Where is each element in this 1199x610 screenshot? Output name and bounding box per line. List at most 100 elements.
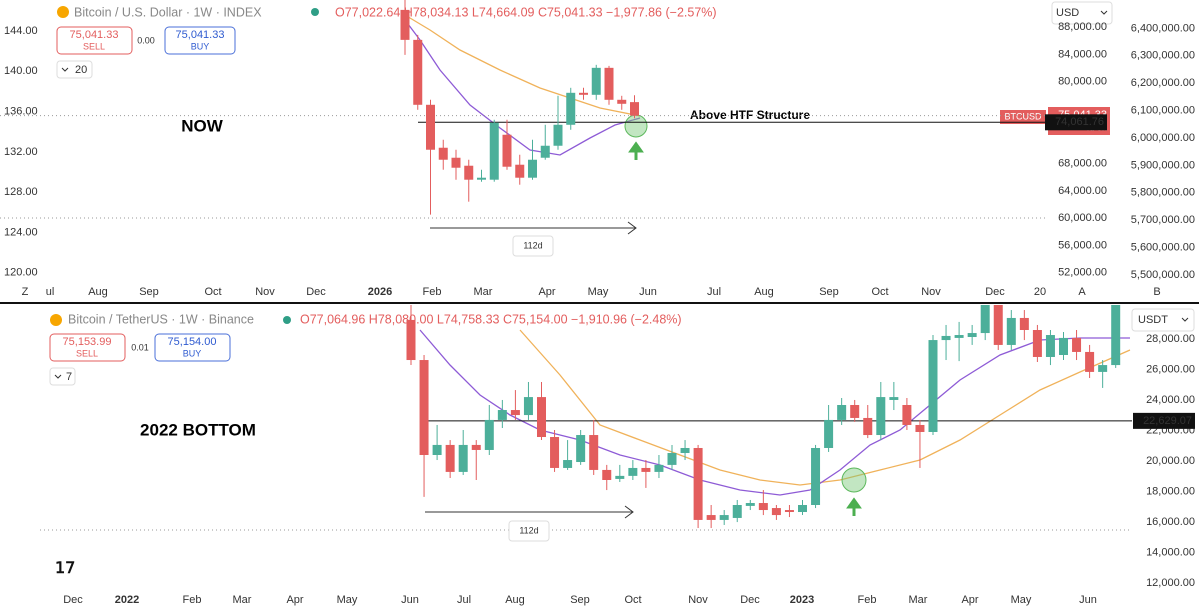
x-tick-label: 2023 [790, 594, 814, 606]
candle-body [502, 134, 512, 167]
candle-body [758, 503, 768, 511]
x-tick-label: 20 [1034, 286, 1046, 298]
y3-tick-label: 5,600,000.00 [1131, 242, 1195, 254]
x-tick-label: Sep [819, 286, 839, 298]
interval-dropdown[interactable] [49, 367, 76, 386]
candle-body [589, 435, 599, 470]
x-tick-label: Mar [233, 594, 252, 606]
candle-body [811, 447, 821, 505]
y3-tick-label: 6,300,000.00 [1131, 50, 1195, 62]
candle-body [523, 397, 533, 416]
buy-price: 75,041.33 [176, 29, 225, 41]
sell-label: SELL [76, 348, 98, 358]
candle-body [837, 405, 847, 420]
candle-body [489, 122, 499, 180]
arrow-head [627, 221, 637, 235]
ma-purple [419, 329, 1130, 496]
candle-body [406, 319, 416, 361]
x-tick-label: Sep [570, 594, 590, 606]
spread: 0.01 [131, 342, 149, 352]
x-tick-label: 2022 [115, 594, 139, 606]
highlight-circle [624, 114, 648, 138]
x-tick-label: ul [46, 286, 55, 298]
candle-body [484, 419, 494, 450]
y-tick-label: 80,000.00 [1058, 76, 1107, 88]
x-tick-label: Jun [1079, 594, 1097, 606]
candle-body [798, 505, 807, 513]
x-tick-label: Aug [754, 286, 774, 298]
interval-dropdown[interactable] [56, 60, 93, 79]
buy-button[interactable] [154, 333, 231, 362]
structure-label: Above HTF Structure [690, 108, 810, 122]
candle-body [732, 505, 742, 518]
y2-tick-label: 144.00 [4, 25, 38, 37]
interval: 7 [66, 371, 72, 383]
x-tick-label: Mar [909, 594, 928, 606]
y-tick-label: 60,000.00 [1058, 212, 1107, 224]
x-tick-label: Apr [961, 594, 978, 606]
duration-box [508, 520, 550, 542]
x-tick-label: Jul [707, 286, 721, 298]
currency-button[interactable] [1051, 1, 1113, 25]
candle-body [510, 410, 520, 416]
x-tick-label: Nov [255, 286, 275, 298]
buy-label: BUY [191, 41, 210, 51]
buy-button[interactable] [164, 26, 236, 55]
candle-body [850, 405, 860, 418]
y-tick-label: 28,000.00 [1146, 333, 1195, 345]
level-label: 74,061.76 [1055, 116, 1104, 128]
candle-body [617, 99, 627, 104]
interval: 20 [75, 64, 87, 76]
candle-body [477, 177, 486, 180]
arrow-head [624, 505, 634, 519]
candle-body [680, 447, 690, 454]
candles [406, 305, 1121, 529]
chevron [54, 374, 62, 379]
sell-price: 75,041.33 [70, 29, 119, 41]
candle-body [863, 417, 873, 436]
candle-body [432, 444, 442, 455]
candle-body [497, 410, 507, 420]
level-label-box [1133, 412, 1195, 429]
x-tick-label: Mar [474, 286, 493, 298]
x-tick-label: Feb [423, 286, 442, 298]
candle-body [400, 9, 410, 40]
candle-body [451, 157, 461, 168]
up-arrow [846, 497, 862, 516]
y3-tick-label: 5,800,000.00 [1131, 187, 1195, 199]
x-tick-label: Apr [538, 286, 555, 298]
spread: 0.00 [137, 35, 155, 45]
sell-button[interactable] [49, 333, 126, 362]
candle-body [784, 510, 794, 513]
duration-box [512, 235, 554, 257]
x-tick-label: A [1078, 286, 1086, 298]
x-tick-label: May [1011, 594, 1032, 606]
candle-body [1111, 305, 1121, 366]
y-tick-label: 18,000.00 [1146, 485, 1195, 497]
y-tick-label: 64,000.00 [1058, 185, 1107, 197]
currency-button[interactable] [1131, 308, 1195, 332]
x-tick-label: Dec [63, 594, 83, 606]
x-tick-label: May [588, 286, 609, 298]
status-dot [311, 8, 319, 16]
x-tick-label: Z [22, 286, 29, 298]
candle-body [719, 515, 729, 520]
x-tick-label: Aug [88, 286, 108, 298]
y-tick-label: 52,000.00 [1058, 267, 1107, 279]
y-tick-label: 88,000.00 [1058, 21, 1107, 33]
x-tick-label: Jul [457, 594, 471, 606]
candle-body [604, 67, 614, 100]
candle-body [602, 469, 612, 480]
candle-body [615, 475, 625, 479]
top-overlays [0, 14, 1045, 257]
y-tick-label: 24,000.00 [1146, 394, 1195, 406]
candle-body [993, 305, 1003, 345]
candle-body [889, 397, 899, 400]
candles [0, 0, 1048, 215]
x-tick-label: Dec [306, 286, 326, 298]
x-tick-label: Aug [505, 594, 525, 606]
sell-button[interactable] [56, 26, 133, 55]
x-tick-label: Oct [624, 594, 641, 606]
x-tick-label: Sep [139, 286, 159, 298]
candle-body [1032, 330, 1042, 357]
